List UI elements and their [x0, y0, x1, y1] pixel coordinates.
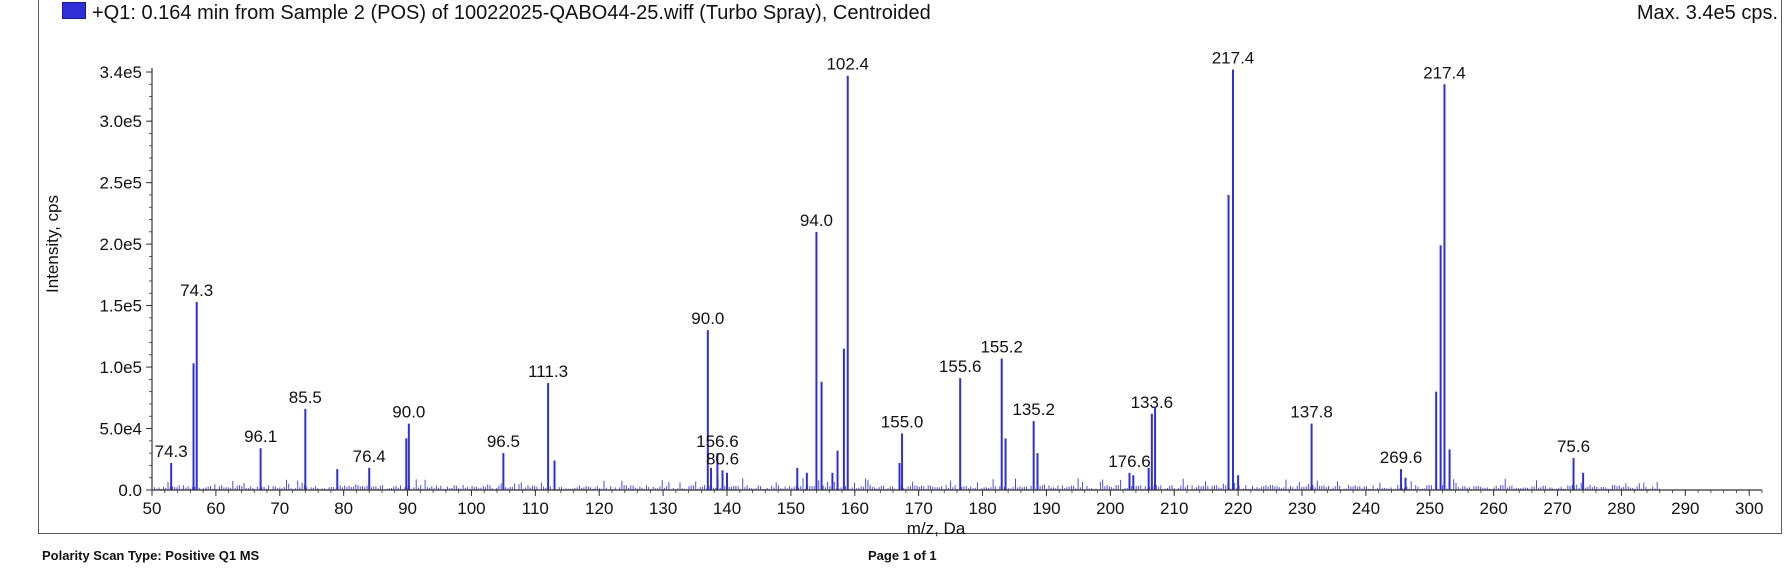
x-tick-label-10: 150 — [777, 499, 805, 518]
x-tick-label-18: 230 — [1288, 499, 1316, 518]
noise-trace — [154, 478, 1660, 490]
x-tick-label-16: 210 — [1160, 499, 1188, 518]
y-tick-label-3: 1.5e5 — [99, 297, 142, 316]
peak-label-38: 217.4 — [1212, 49, 1255, 68]
peak-label-27: 155.6 — [939, 357, 982, 376]
x-tick-label-6: 110 — [522, 499, 549, 518]
x-axis-title: m/z, Da — [907, 519, 966, 538]
x-tick-label-8: 130 — [649, 499, 677, 518]
x-tick-label-20: 250 — [1416, 499, 1444, 518]
y-tick-label-0: 0.0 — [118, 481, 142, 500]
x-tick-label-11: 160 — [841, 499, 869, 518]
peak-label-4: 85.5 — [289, 388, 322, 407]
peak-label-9: 96.5 — [487, 432, 520, 451]
peak-label-26: 155.0 — [881, 412, 924, 431]
peak-label-30: 135.2 — [1012, 400, 1055, 419]
x-tick-label-0: 50 — [143, 499, 162, 518]
plot-layer: 74.3 74.3 96.1 85.5 76.4 90.0 96.5 111.3 90.0 156… — [99, 49, 1763, 518]
x-tick-label-15: 200 — [1096, 499, 1124, 518]
peak-label-24: 102.4 — [826, 55, 869, 74]
footer-scan-type: Polarity Scan Type: Positive Q1 MS — [42, 548, 260, 563]
peak-label-41: 269.6 — [1380, 448, 1423, 467]
peak-label-12: 90.0 — [691, 309, 724, 328]
x-tick-label-17: 220 — [1224, 499, 1252, 518]
x-tick-label-14: 190 — [1032, 499, 1060, 518]
x-tick-label-21: 260 — [1479, 499, 1507, 518]
peak-label-14: 156.6 — [696, 432, 739, 451]
x-tick-label-5: 100 — [457, 499, 485, 518]
y-tick-label-5: 2.5e5 — [99, 174, 142, 193]
x-tick-label-1: 60 — [206, 499, 225, 518]
peak-label-0: 74.3 — [155, 442, 188, 461]
x-tick-label-13: 180 — [968, 499, 996, 518]
x-tick-label-4: 90 — [398, 499, 417, 518]
peak-label-47: 75.6 — [1557, 437, 1590, 456]
peak-label-8: 90.0 — [392, 403, 425, 422]
footer-page-number: Page 1 of 1 — [868, 548, 937, 563]
peak-label-40: 137.8 — [1290, 403, 1333, 422]
peak-label-34: 133.6 — [1131, 393, 1174, 412]
y-tick-label-1: 5.0e4 — [99, 420, 142, 439]
x-tick-label-9: 140 — [713, 499, 741, 518]
chart-title: +Q1: 0.164 min from Sample 2 (POS) of 10… — [92, 2, 931, 24]
y-tick-label-7: 3.4e5 — [99, 63, 142, 82]
y-tick-label-2: 1.0e5 — [99, 358, 142, 377]
x-tick-label-2: 70 — [270, 499, 289, 518]
x-tick-label-3: 80 — [334, 499, 353, 518]
x-tick-label-24: 290 — [1671, 499, 1699, 518]
legend-swatch[interactable] — [62, 2, 86, 19]
peak-label-2: 74.3 — [180, 281, 213, 300]
y-tick-label-4: 2.0e5 — [99, 235, 142, 254]
x-tick-label-23: 280 — [1607, 499, 1635, 518]
peak-label-28: 155.2 — [980, 337, 1023, 356]
spectrum-chart: 74.3 74.3 96.1 85.5 76.4 90.0 96.5 111.3 90.0 156… — [43, 49, 1763, 538]
x-tick-label-22: 270 — [1543, 499, 1571, 518]
y-axis-title: Intensity, cps — [43, 195, 62, 293]
max-intensity-label: Max. 3.4e5 cps. — [1636, 2, 1778, 24]
x-tick-label-19: 240 — [1352, 499, 1380, 518]
peak-label-10: 111.3 — [528, 362, 568, 381]
x-tick-label-25: 300 — [1735, 499, 1763, 518]
peak-label-45: 217.4 — [1423, 63, 1466, 82]
chart-frame — [38, 0, 1782, 534]
peak-label-3: 96.1 — [244, 427, 277, 446]
x-tick-label-12: 170 — [904, 499, 932, 518]
y-tick-label-6: 3.0e5 — [99, 112, 142, 131]
peak-label-19: 94.0 — [800, 211, 833, 230]
x-tick-label-7: 120 — [585, 499, 613, 518]
peak-label-32: 176.6 — [1108, 452, 1151, 471]
peak-label-6: 76.4 — [353, 447, 386, 466]
peak-label-15: 80.6 — [706, 449, 739, 468]
